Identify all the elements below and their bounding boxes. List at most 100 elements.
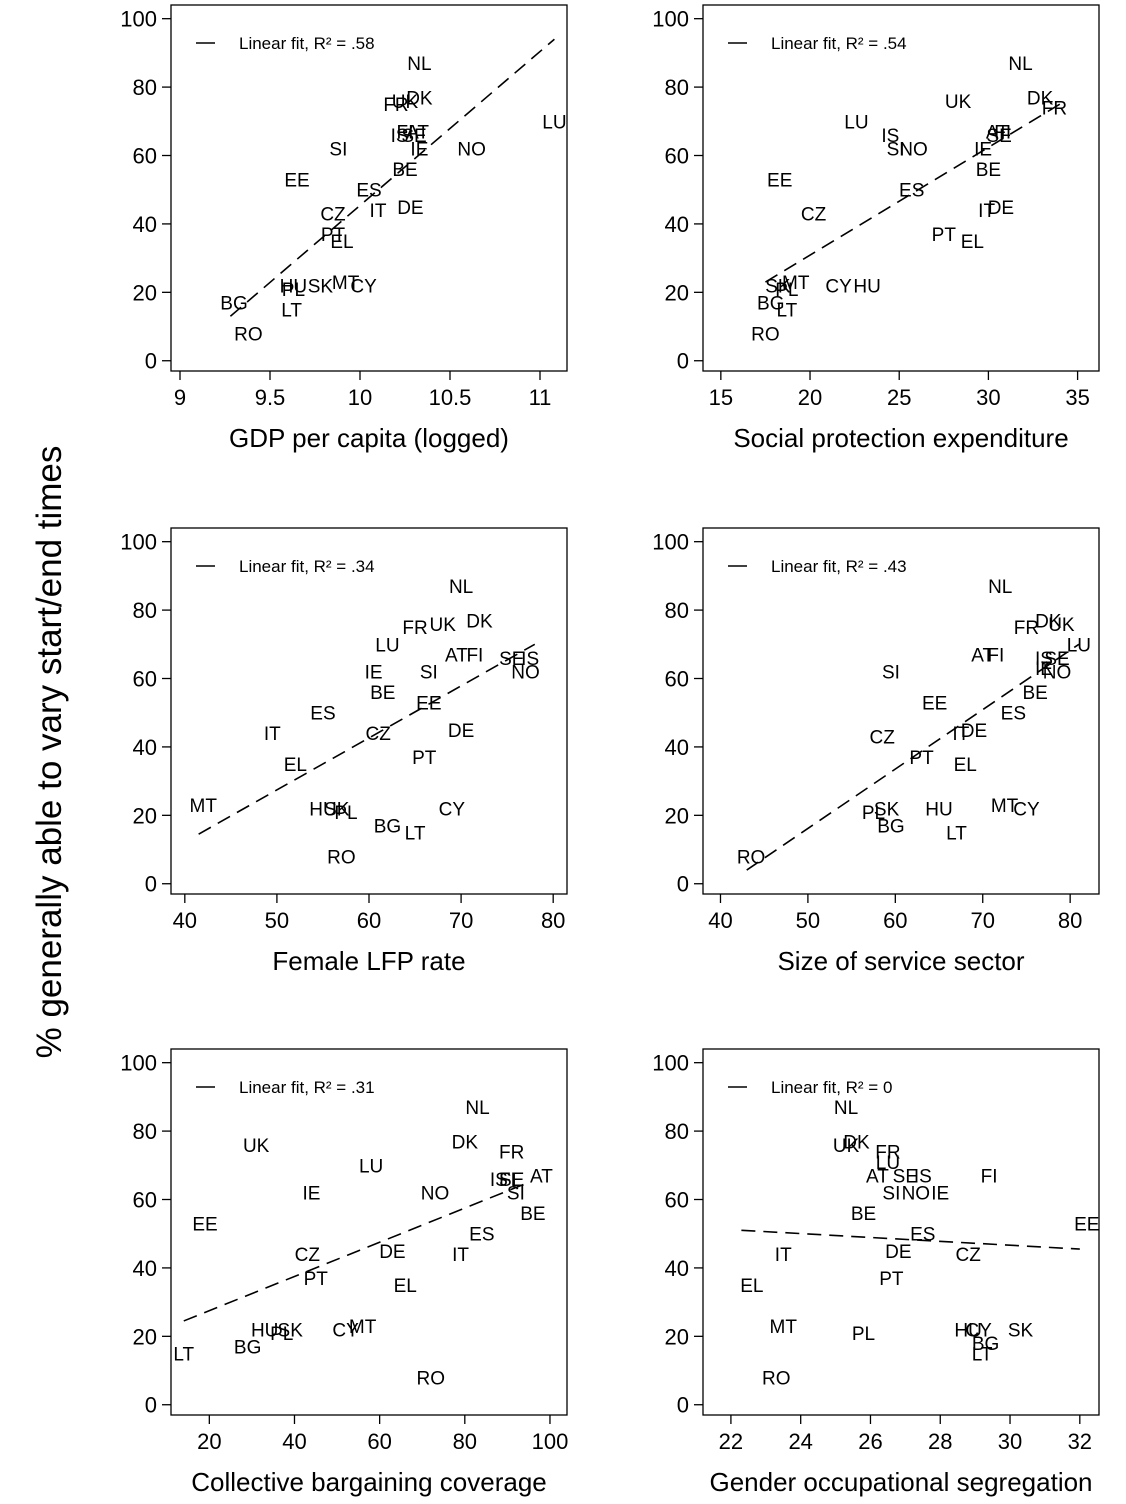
x-tick-label: 35 — [1065, 385, 1089, 410]
point-label-cz: CZ — [295, 1245, 321, 1266]
point-label-lu: LU — [375, 635, 399, 656]
point-label-es: ES — [1001, 704, 1026, 725]
point-label-bg: BG — [374, 817, 401, 838]
point-label-at: AT — [866, 1167, 889, 1188]
y-tick-label: 100 — [120, 530, 157, 555]
point-label-es: ES — [356, 181, 381, 202]
y-tick-label: 40 — [665, 212, 689, 237]
point-label-mt: MT — [349, 1317, 377, 1338]
point-label-se: SE — [499, 649, 524, 670]
point-label-cz: CZ — [801, 205, 827, 226]
point-label-dk: DK — [843, 1132, 870, 1153]
plot-frame — [170, 1048, 568, 1416]
y-tick-label: 60 — [665, 144, 689, 169]
point-label-de: DE — [448, 721, 474, 742]
point-label-pt: PT — [304, 1269, 329, 1290]
x-tick-label: 10 — [348, 385, 372, 410]
point-label-ie: IE — [931, 1184, 949, 1205]
plot-frame — [170, 4, 568, 372]
point-label-el: EL — [740, 1276, 763, 1297]
point-label-pt: PT — [879, 1269, 904, 1290]
point-label-bg: BG — [972, 1334, 999, 1355]
point-label-uk: UK — [429, 615, 456, 636]
point-label-bg: BG — [757, 294, 784, 315]
point-label-pt: PT — [412, 748, 437, 769]
point-label-ee: EE — [922, 693, 947, 714]
point-label-pt: PT — [932, 225, 957, 246]
point-label-dk: DK — [466, 611, 493, 632]
point-label-lu: LU — [359, 1156, 383, 1177]
plot-frame — [702, 4, 1100, 372]
point-label-se: SE — [893, 1167, 918, 1188]
y-tick-label: 40 — [665, 1256, 689, 1281]
y-tick-label: 0 — [677, 349, 689, 374]
point-label-it: IT — [264, 724, 281, 745]
x-tick-label: 40 — [282, 1429, 306, 1454]
chart-panel-5: 0 20 40 60 80 100 20 40 60 80 100 Collective bargai… — [120, 1048, 568, 1497]
point-label-is: IS — [881, 126, 899, 147]
point-label-es: ES — [910, 1225, 935, 1246]
point-label-cy: CY — [965, 1320, 992, 1341]
point-label-sk: SK — [324, 799, 350, 820]
point-label-si: SI — [507, 1184, 525, 1205]
y-tick-label: 0 — [677, 872, 689, 897]
x-tick-label: 60 — [367, 1429, 391, 1454]
point-label-ro: RO — [762, 1368, 791, 1389]
point-label-pt: PT — [909, 748, 934, 769]
point-label-de: DE — [379, 1242, 405, 1263]
y-tick-label: 80 — [665, 75, 689, 100]
point-label-cy: CY — [1013, 799, 1040, 820]
y-tick-label: 20 — [665, 1324, 689, 1349]
point-label-nl: NL — [465, 1098, 489, 1119]
point-label-pl: PL — [270, 1324, 293, 1345]
y-tick-label: 60 — [665, 667, 689, 692]
point-label-at: AT — [445, 646, 468, 667]
point-label-si: SI — [882, 1184, 900, 1205]
point-label-dk: DK — [1035, 611, 1062, 632]
point-label-pl: PL — [852, 1324, 875, 1345]
x-axis-title: Size of service sector — [777, 946, 1024, 976]
x-tick-label: 32 — [1068, 1429, 1092, 1454]
point-label-be: BE — [520, 1204, 545, 1225]
point-label-lt: LT — [405, 823, 426, 844]
y-tick-label: 100 — [652, 530, 689, 555]
point-label-fi: FI — [994, 123, 1011, 144]
x-tick-label: 15 — [709, 385, 733, 410]
point-label-si: SI — [887, 140, 905, 161]
point-label-lt: LT — [173, 1344, 194, 1365]
point-label-hu: HU — [925, 799, 952, 820]
point-label-no: NO — [1043, 663, 1072, 684]
y-tick-label: 60 — [665, 1188, 689, 1213]
point-label-uk: UK — [1048, 615, 1075, 636]
point-label-hu: HU — [251, 1320, 278, 1341]
legend-label: Linear fit, R² = .54 — [771, 34, 907, 53]
legend-label: Linear fit, R² = .43 — [771, 557, 907, 576]
point-label-fi: FI — [987, 646, 1004, 667]
y-tick-label: 60 — [133, 144, 157, 169]
x-tick-label: 60 — [883, 908, 907, 933]
linear-fit-line — [741, 1229, 1080, 1250]
point-label-ee: EE — [416, 693, 441, 714]
point-label-ie: IE — [365, 663, 383, 684]
x-tick-label: 80 — [1058, 908, 1082, 933]
chart-panel-4: 0 20 40 60 80 100 40 50 60 70 80 Size of service se… — [652, 527, 1100, 976]
x-tick-label: 80 — [541, 908, 565, 933]
point-label-sk: SK — [765, 276, 791, 297]
point-label-it: IT — [978, 201, 995, 222]
point-label-es: ES — [899, 181, 924, 202]
y-tick-label: 60 — [133, 667, 157, 692]
chart-panel-2: 0 20 40 60 80 100 15 20 25 30 35 Social protection … — [652, 4, 1100, 453]
point-label-mt: MT — [190, 796, 218, 817]
y-tick-label: 40 — [133, 1256, 157, 1281]
point-label-bg: BG — [877, 817, 904, 838]
x-axis-title: Collective bargaining coverage — [191, 1467, 547, 1497]
point-label-ro: RO — [737, 847, 766, 868]
point-label-ee: EE — [767, 170, 792, 191]
legend-label: Linear fit, R² = .34 — [239, 557, 375, 576]
chart-panel-3: 0 20 40 60 80 100 40 50 60 70 80 Female LFP rate NL D… — [120, 527, 568, 976]
legend-label: Linear fit, R² = .58 — [239, 34, 375, 53]
point-label-el: EL — [284, 755, 307, 776]
point-label-it: IT — [775, 1245, 792, 1266]
point-label-mt: MT — [332, 273, 360, 294]
linear-fit-line — [746, 643, 1080, 871]
